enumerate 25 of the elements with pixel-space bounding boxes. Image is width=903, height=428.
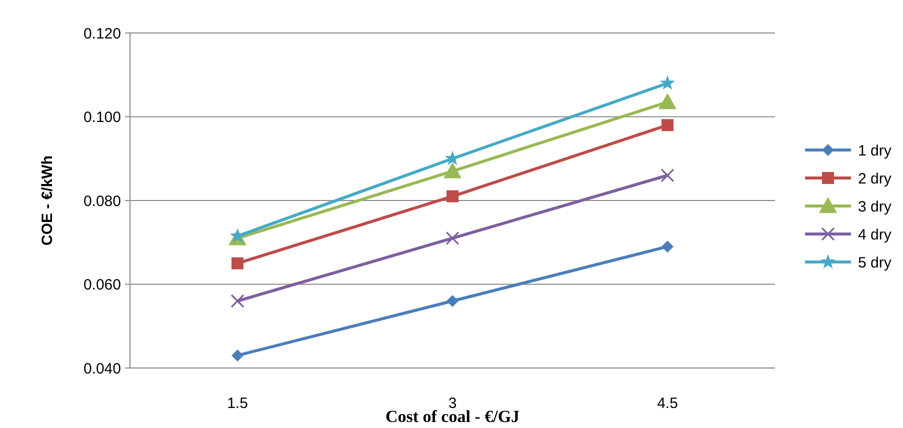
legend-label: 1 dry bbox=[858, 142, 892, 160]
legend-label: 5 dry bbox=[858, 254, 892, 272]
point bbox=[660, 168, 674, 182]
point bbox=[662, 240, 674, 253]
point bbox=[446, 190, 458, 202]
legend-label: 2 dry bbox=[858, 170, 892, 188]
y-tick-label: 0.060 bbox=[83, 276, 121, 294]
y-tick-label: 0.080 bbox=[83, 192, 121, 210]
point bbox=[230, 294, 244, 308]
y-tick-label: 0.100 bbox=[83, 109, 121, 126]
x-tick-label: 4.5 bbox=[657, 395, 678, 412]
point bbox=[658, 93, 676, 110]
legend-label: 4 dry bbox=[858, 226, 892, 244]
legend-label: 3 dry bbox=[858, 198, 892, 216]
point bbox=[446, 295, 458, 307]
y-tick-label: 0.120 bbox=[83, 25, 121, 42]
point bbox=[446, 231, 460, 245]
point bbox=[662, 119, 674, 132]
point bbox=[232, 257, 244, 270]
y-axis-title: COE - €/kWh bbox=[39, 155, 56, 246]
x-tick-label: 1.5 bbox=[227, 395, 248, 412]
point bbox=[660, 75, 676, 90]
y-tick-label: 0.040 bbox=[83, 360, 121, 378]
point bbox=[232, 349, 244, 362]
point bbox=[444, 162, 462, 178]
